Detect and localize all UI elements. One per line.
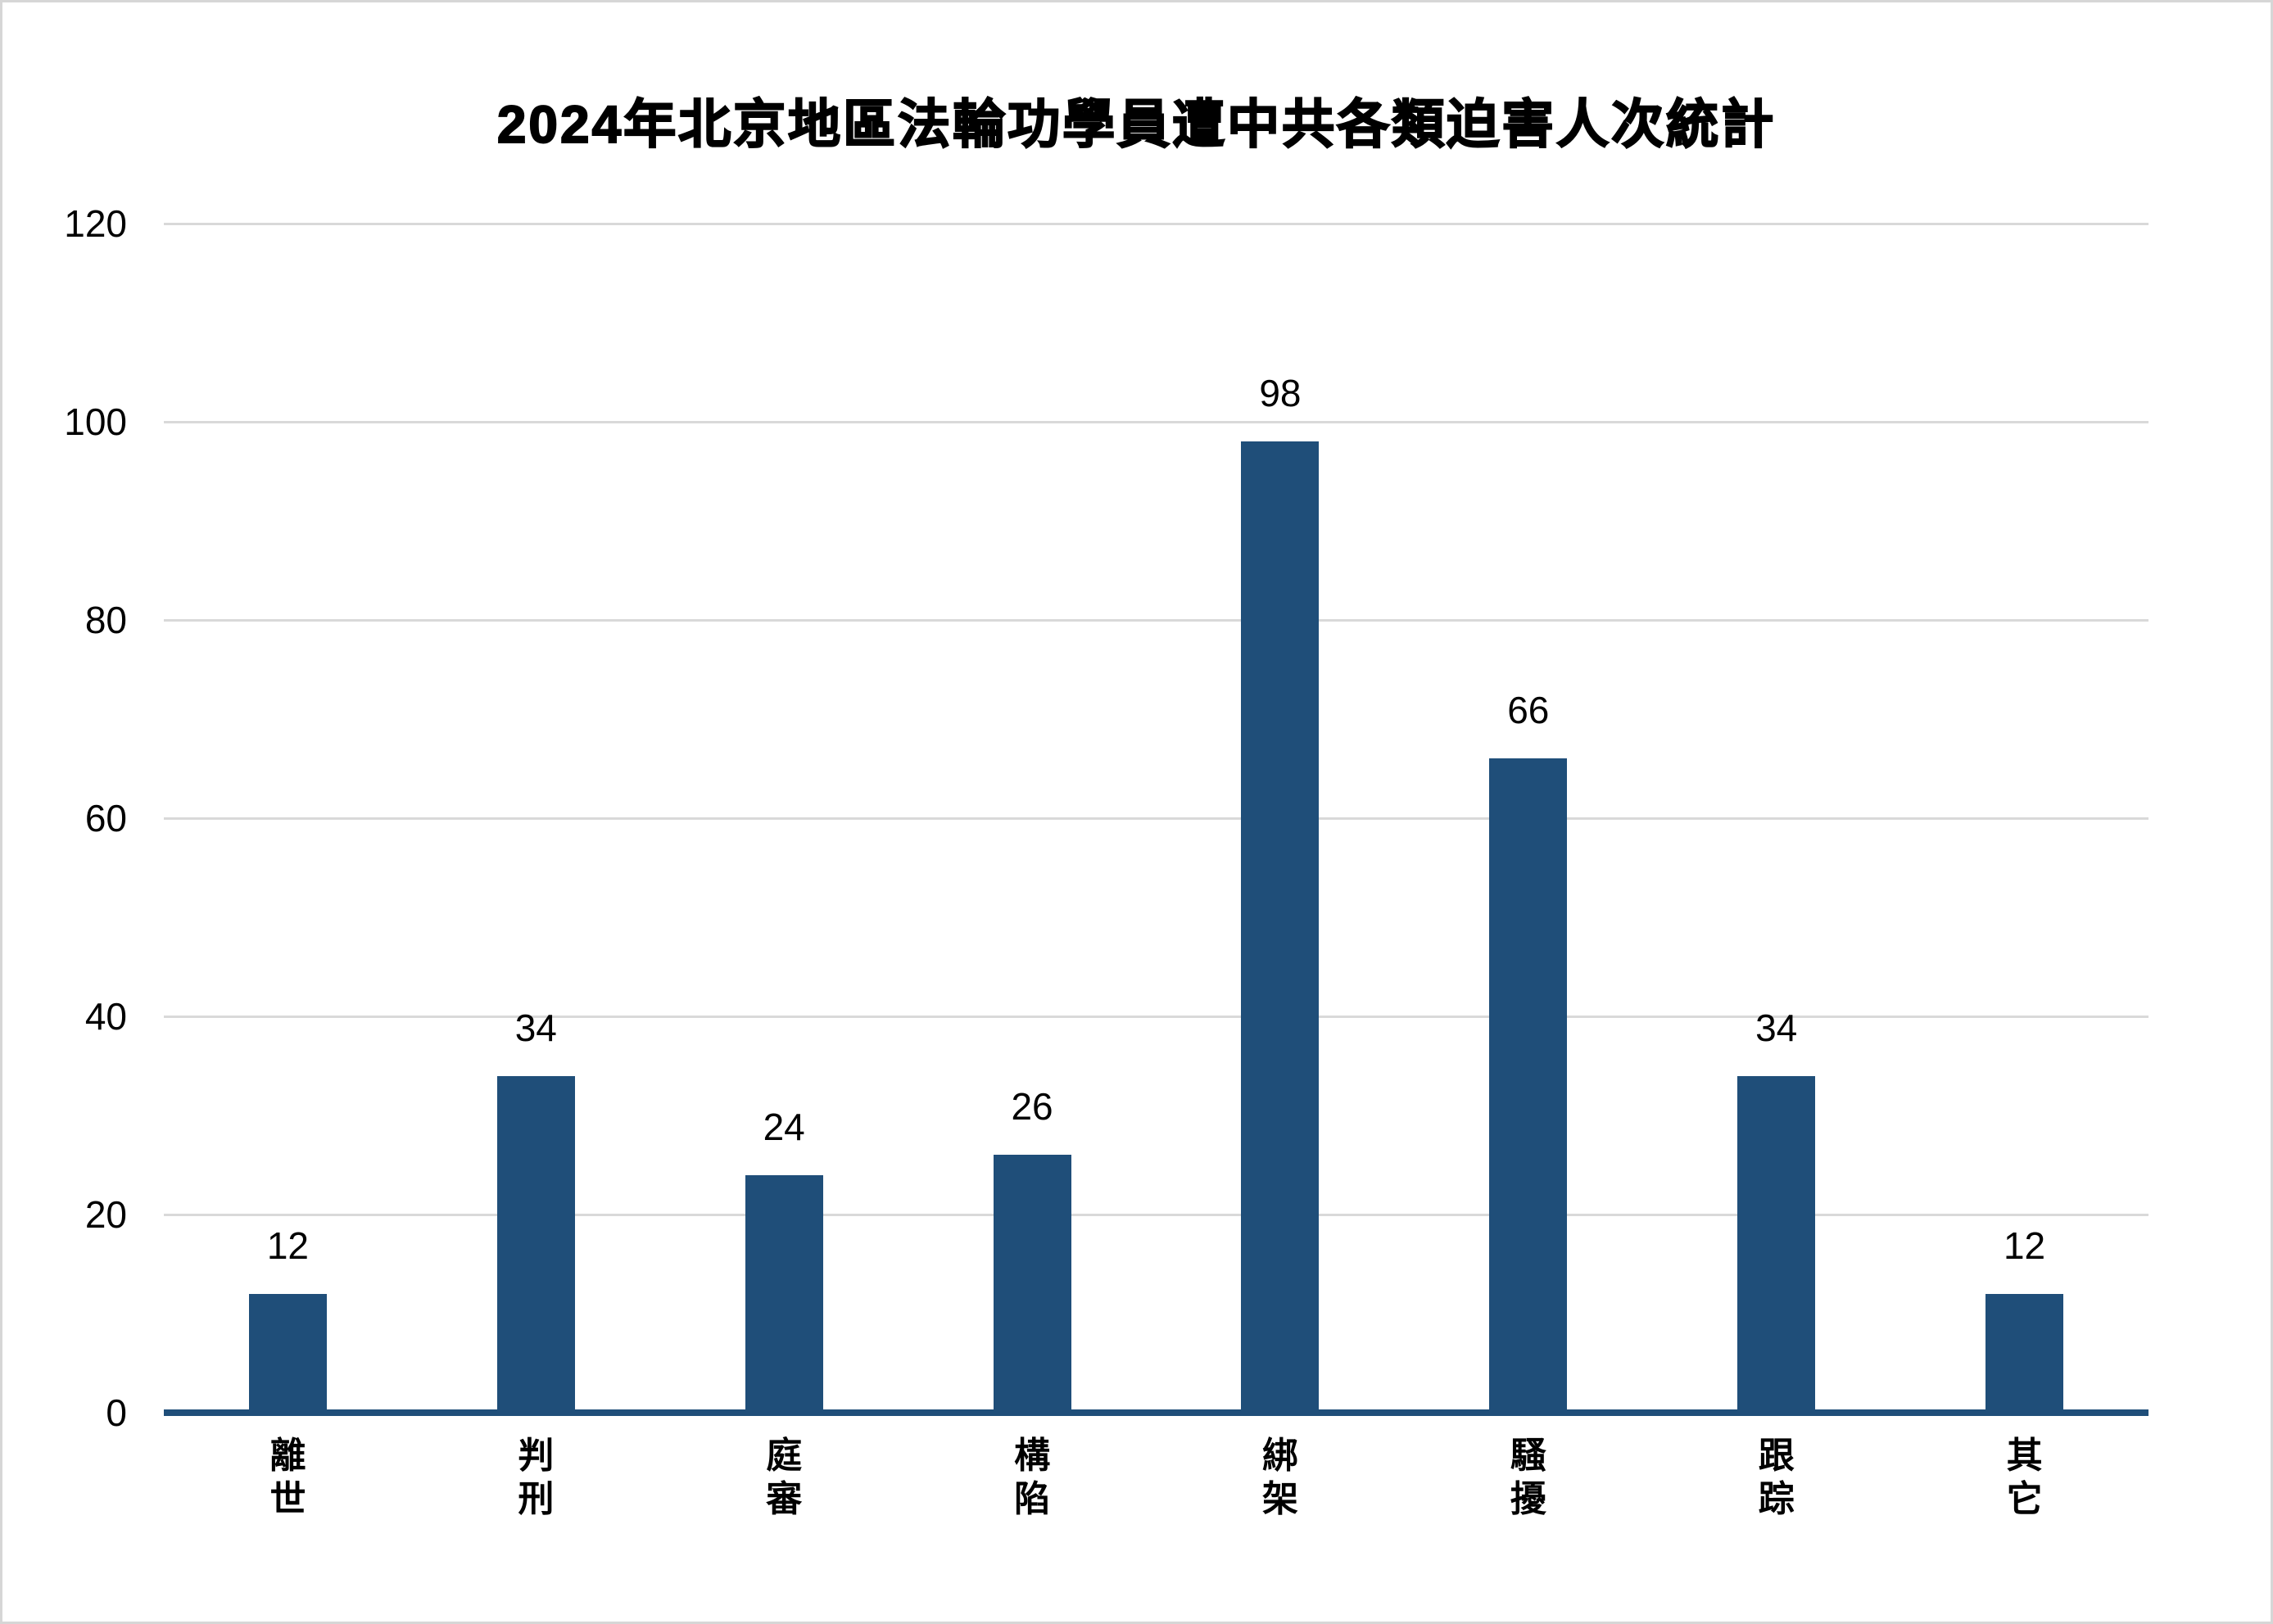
bar-綁架 bbox=[1241, 441, 1320, 1413]
gridline-y60 bbox=[164, 817, 2148, 820]
x-category-label-判刑: 判刑 bbox=[518, 1435, 555, 1520]
bar-判刑 bbox=[496, 1075, 575, 1413]
bar-value-label-構陷: 26 bbox=[1011, 1085, 1053, 1129]
bar-value-label-庭審: 24 bbox=[763, 1105, 805, 1148]
x-category-label-綁架: 綁架 bbox=[1261, 1435, 1298, 1520]
bar-value-label-離世: 12 bbox=[266, 1224, 310, 1267]
x-category-label-跟踪: 跟踪 bbox=[1758, 1435, 1795, 1520]
y-tick-label-100: 100 bbox=[64, 400, 127, 443]
x-category-label-構陷: 構陷 bbox=[1014, 1435, 1051, 1520]
gridline-y20 bbox=[164, 1214, 2148, 1216]
gridline-y40 bbox=[164, 1016, 2148, 1018]
gridline-y120 bbox=[164, 223, 2148, 225]
bar-庭審 bbox=[745, 1174, 823, 1413]
chart-title: 2024年北京地區法輪功學員遭中共各類迫害人次統計 bbox=[496, 94, 1777, 155]
bar-value-label-跟踪: 34 bbox=[1755, 1006, 1798, 1049]
bar-構陷 bbox=[993, 1155, 1071, 1413]
bar-跟踪 bbox=[1737, 1075, 1816, 1413]
x-category-label-其它: 其它 bbox=[2006, 1435, 2043, 1520]
bar-value-label-其它: 12 bbox=[2003, 1224, 2046, 1267]
y-tick-label-60: 60 bbox=[84, 797, 127, 839]
x-axis-line bbox=[164, 1409, 2148, 1416]
y-tick-label-120: 120 bbox=[64, 202, 127, 245]
y-tick-label-40: 40 bbox=[84, 995, 127, 1038]
bar-value-label-判刑: 34 bbox=[514, 1006, 557, 1049]
x-category-label-庭審: 庭審 bbox=[766, 1435, 803, 1520]
bar-value-label-騷擾: 66 bbox=[1507, 689, 1550, 732]
y-tick-label-80: 80 bbox=[84, 599, 127, 641]
gridline-y80 bbox=[164, 619, 2148, 622]
y-tick-label-0: 0 bbox=[106, 1391, 127, 1434]
y-tick-label-20: 20 bbox=[84, 1193, 127, 1236]
bar-離世 bbox=[248, 1293, 327, 1413]
bar-value-label-綁架: 98 bbox=[1259, 372, 1302, 415]
bar-騷擾 bbox=[1489, 758, 1568, 1413]
x-category-label-騷擾: 騷擾 bbox=[1510, 1435, 1546, 1520]
bar-其它 bbox=[1985, 1293, 2064, 1413]
gridline-y100 bbox=[164, 421, 2148, 423]
x-category-label-離世: 離世 bbox=[269, 1435, 306, 1520]
